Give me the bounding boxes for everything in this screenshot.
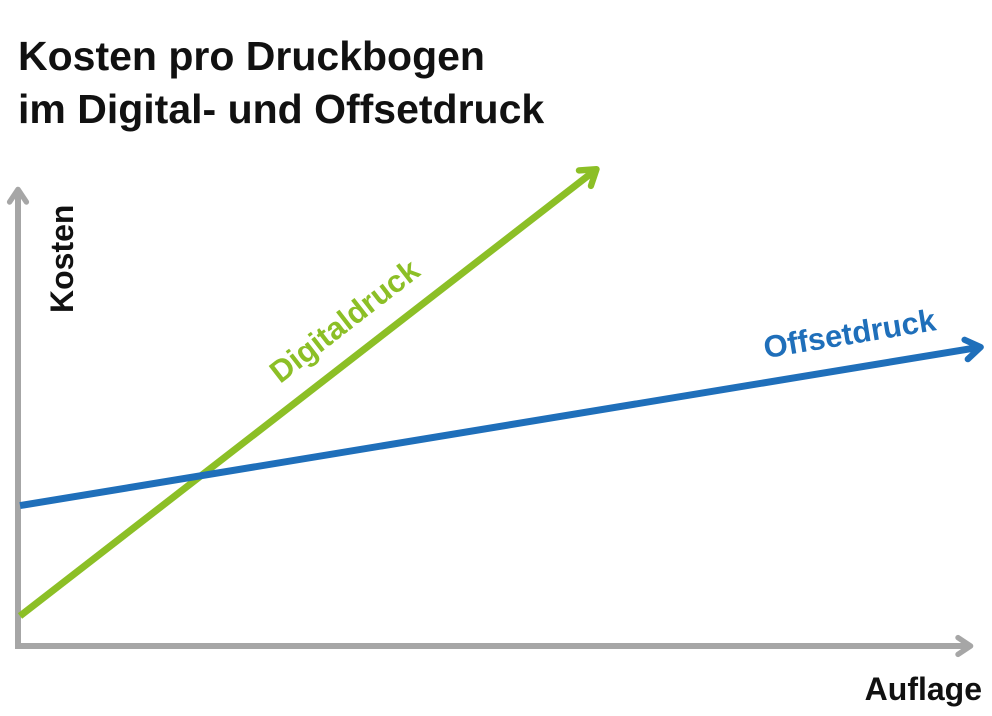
series-line-offsetdruck xyxy=(19,336,984,510)
chart-title: Kosten pro Druckbogen im Digital- und Of… xyxy=(18,30,544,136)
chart-title-line-2: im Digital- und Offsetdruck xyxy=(18,86,545,132)
series-layer: Digitaldruck Offsetdruck xyxy=(17,166,984,619)
y-axis-label: Kosten xyxy=(44,205,80,313)
x-axis-label: Auflage xyxy=(865,671,982,707)
chart-title-line-1: Kosten pro Druckbogen xyxy=(18,33,485,79)
series-line-digitaldruck xyxy=(17,166,600,619)
